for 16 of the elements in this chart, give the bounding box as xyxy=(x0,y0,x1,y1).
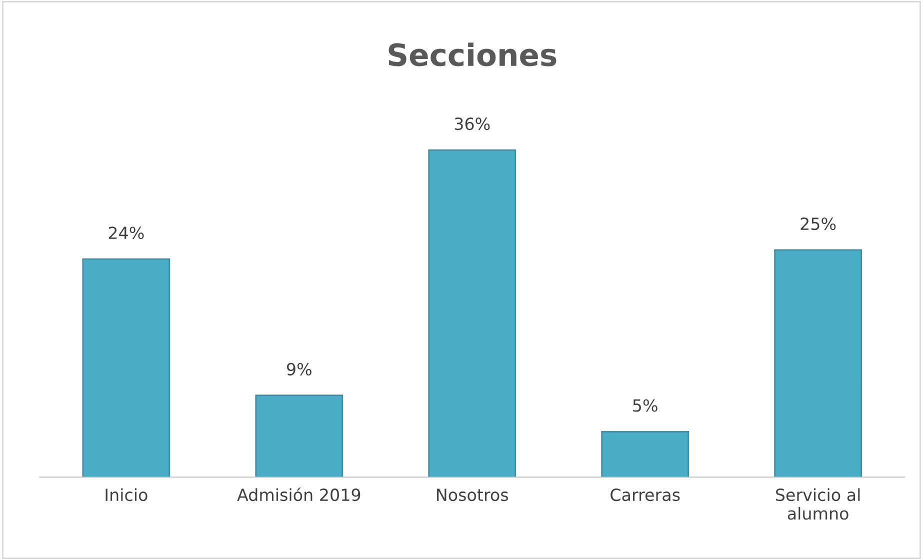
bar xyxy=(601,430,690,478)
bar xyxy=(255,394,344,478)
chart-title: Secciones xyxy=(388,42,556,66)
x-tick-label: Nosotros xyxy=(437,488,508,502)
x-tick-label: Carreras xyxy=(610,488,680,502)
data-label: 5% xyxy=(633,399,658,412)
x-tick-label: Inicio xyxy=(106,488,148,502)
x-tick-label: Servicio al alumno xyxy=(776,488,860,520)
data-label: 36% xyxy=(454,118,490,130)
data-label: 9% xyxy=(286,362,312,376)
bar xyxy=(774,249,862,478)
x-tick-label: Admisión 2019 xyxy=(237,488,360,502)
bar xyxy=(82,258,170,478)
data-label: 25% xyxy=(800,217,836,230)
data-label: 24% xyxy=(108,226,144,240)
bar xyxy=(428,149,516,478)
